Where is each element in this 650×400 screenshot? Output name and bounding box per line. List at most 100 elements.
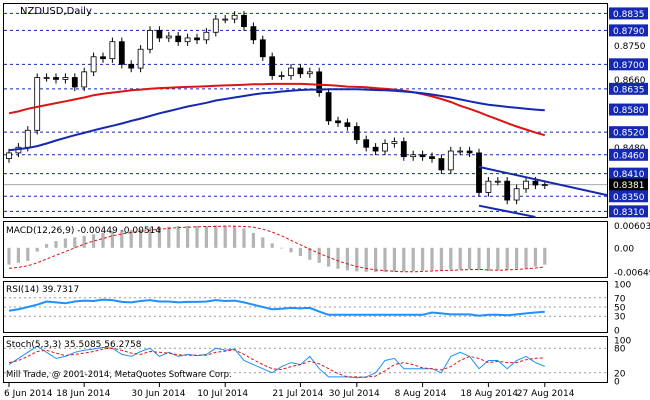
candle-body (316, 71, 323, 93)
macd-histogram-bar (383, 247, 387, 273)
candle-body (71, 77, 78, 88)
candle-body (419, 154, 426, 158)
candle-body (306, 71, 313, 75)
time-axis-label: 18 Aug 2014 (460, 389, 518, 399)
macd-histogram-bar (223, 225, 227, 248)
candle-body (410, 154, 417, 158)
price-label-box (609, 24, 648, 37)
price-label: 0.8410 (613, 170, 645, 180)
macd-signal-line (8, 225, 545, 273)
candle-body (109, 41, 116, 60)
macd-title: MACD(12,26,9) -0.00449 -0.00514 (6, 226, 161, 236)
price-axis-tick: 0.8750 (614, 42, 646, 52)
macd-histogram-bar (411, 247, 415, 272)
candle-body (513, 188, 520, 201)
candle-body (81, 71, 88, 88)
candle-body (476, 152, 482, 193)
macd-histogram-bar (45, 244, 49, 248)
price-label: 0.8381 (613, 181, 645, 191)
candle-body (344, 122, 351, 127)
price-label-box (609, 126, 648, 139)
macd-histogram-bar (82, 235, 86, 248)
price-label: 0.8790 (613, 27, 645, 37)
price-label-box (609, 178, 648, 191)
price-axis-tick: 0.8480 (614, 144, 646, 154)
rsi-line (8, 298, 545, 317)
candle-body (53, 77, 59, 80)
time-axis-label: 30 Jul 2014 (329, 389, 380, 399)
stoch-axis-tick: 20 (614, 369, 626, 379)
macd-histogram-bar (139, 229, 143, 248)
macd-histogram-bar (92, 234, 96, 248)
macd-axis-tick: 0.00603 (614, 222, 650, 232)
trendline-0 (478, 165, 608, 197)
stoch-axis-tick: 0 (614, 378, 620, 388)
macd-histogram-bar (308, 247, 312, 260)
macd-histogram-bar (449, 247, 453, 270)
macd-histogram-bar (298, 247, 302, 257)
candle-body (288, 67, 294, 77)
macd-histogram-bar (195, 226, 199, 248)
macd-histogram-bar (345, 247, 349, 271)
time-axis-label: 8 Aug 2014 (395, 389, 447, 399)
copyright-text: Mill Trade, @ 2001-2014, MetaQuotes Soft… (6, 370, 232, 380)
candle-body (147, 29, 153, 50)
moving-average-0 (8, 82, 546, 137)
price-label-box (609, 103, 648, 116)
macd-histogram-bar (280, 247, 284, 249)
macd-histogram-bar (524, 247, 528, 269)
macd-histogram-bar (120, 230, 124, 248)
candle-body (62, 77, 69, 80)
candle-body (156, 29, 163, 39)
candle-body (212, 18, 219, 33)
candle-body (297, 67, 304, 75)
candle-body (137, 48, 144, 69)
macd-histogram-bar (364, 247, 368, 272)
candle-body (175, 35, 182, 43)
stoch-signal-line (8, 347, 545, 378)
macd-histogram-bar (186, 226, 190, 248)
candle-body (90, 56, 97, 73)
macd-histogram-bar (242, 228, 246, 248)
macd-histogram-bar (421, 247, 425, 271)
price-chart-title: NZDUSD,Daily (20, 6, 92, 17)
macd-histogram-bar (336, 247, 340, 269)
stoch-main-line (8, 345, 545, 379)
macd-histogram-bar (430, 247, 434, 271)
candle-body (363, 139, 370, 148)
price-label: 0.8310 (613, 208, 645, 218)
candle-body (485, 180, 492, 193)
candle-body (466, 150, 473, 154)
macd-histogram-bar (261, 237, 265, 248)
macd-histogram-bar (16, 247, 20, 263)
macd-histogram-bar (270, 243, 274, 248)
candle-body (325, 92, 332, 122)
time-axis-label: 18 Jun 2014 (56, 389, 110, 399)
rsi-title: RSI(14) 39.7317 (6, 285, 79, 295)
rsi-axis-tick: 70 (614, 294, 626, 304)
rsi-axis-tick: 30 (614, 313, 626, 323)
rsi-axis-tick: 50 (614, 304, 626, 314)
price-label: 0.8350 (613, 193, 645, 203)
price-label-box (609, 190, 648, 203)
time-axis: 6 Jun 2014 18 Jun 2014 30 Jun 2014 10 Jul 2… (4, 383, 575, 399)
candle-body (523, 180, 529, 190)
candle-body (43, 77, 50, 79)
macd-histogram-bar (355, 247, 359, 272)
candle-body (269, 56, 276, 77)
candle-body (532, 180, 539, 186)
time-axis-label: 21 Jul 2014 (272, 389, 323, 399)
macd-histogram-bar (543, 247, 547, 265)
macd-histogram-bar (148, 227, 152, 248)
candle-body (400, 141, 407, 158)
macd-histogram-bar (26, 247, 30, 261)
candle-body (382, 143, 388, 152)
macd-histogram-bar (176, 226, 180, 248)
macd-histogram-bar (204, 226, 208, 248)
trendline-1 (478, 204, 536, 218)
macd-histogram-bar (402, 247, 406, 272)
